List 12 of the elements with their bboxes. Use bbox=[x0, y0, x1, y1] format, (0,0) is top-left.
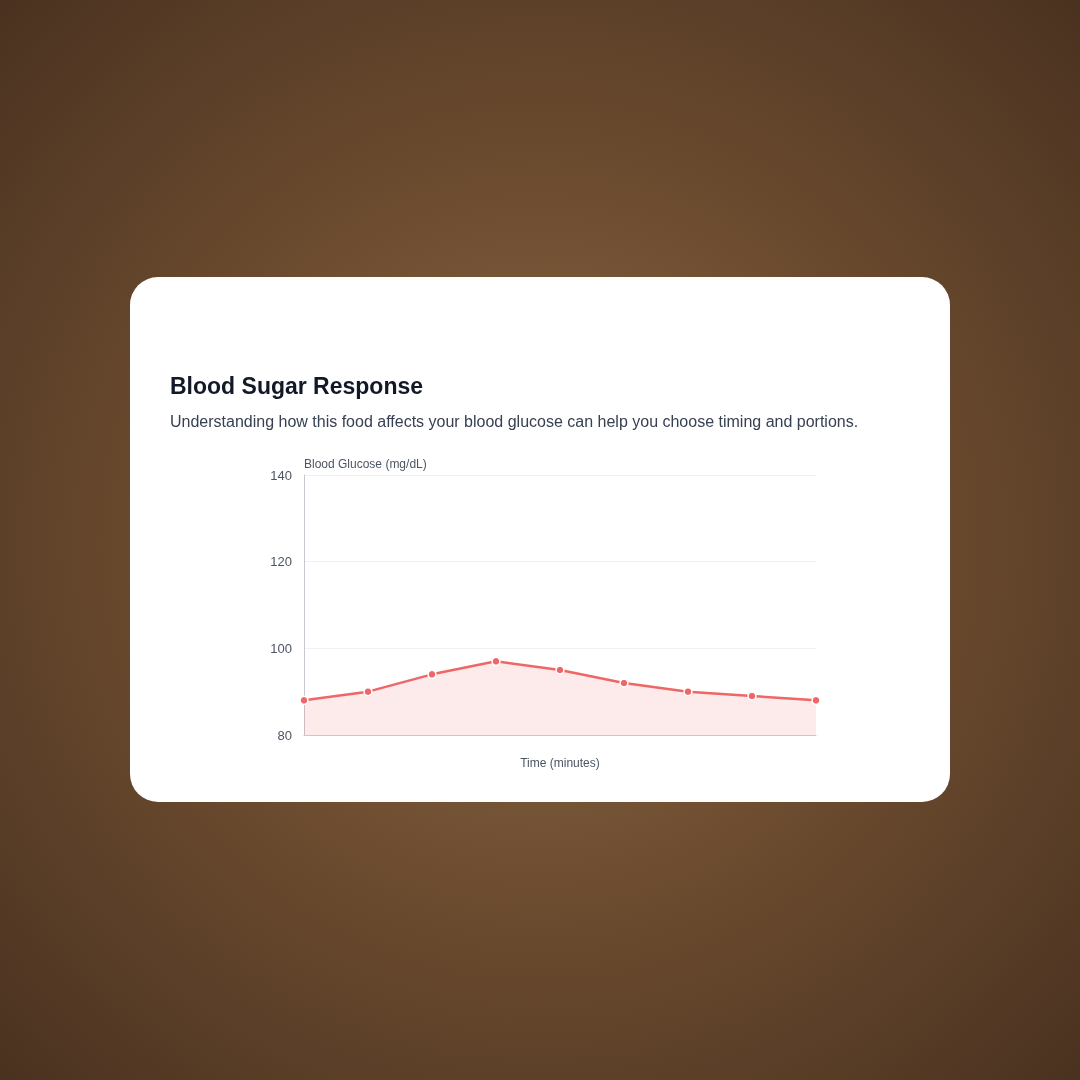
chart-subtitle: Understanding how this food affects your blood glucose can help you choose timing and portions. bbox=[170, 413, 859, 431]
point bbox=[619, 678, 629, 688]
y-tick-label: 100 bbox=[270, 640, 292, 656]
chart-title: Blood Sugar Response bbox=[170, 373, 424, 400]
x-axis-title: Time (minutes) bbox=[520, 756, 600, 770]
point bbox=[299, 695, 309, 706]
y-axis-title: Blood Glucose (mg/dL) bbox=[304, 457, 427, 471]
point bbox=[555, 665, 565, 675]
y-tick-label: 80 bbox=[277, 727, 292, 743]
y-tick-label: 140 bbox=[270, 467, 292, 483]
point bbox=[747, 691, 757, 701]
y-tick-label: 120 bbox=[270, 554, 292, 570]
